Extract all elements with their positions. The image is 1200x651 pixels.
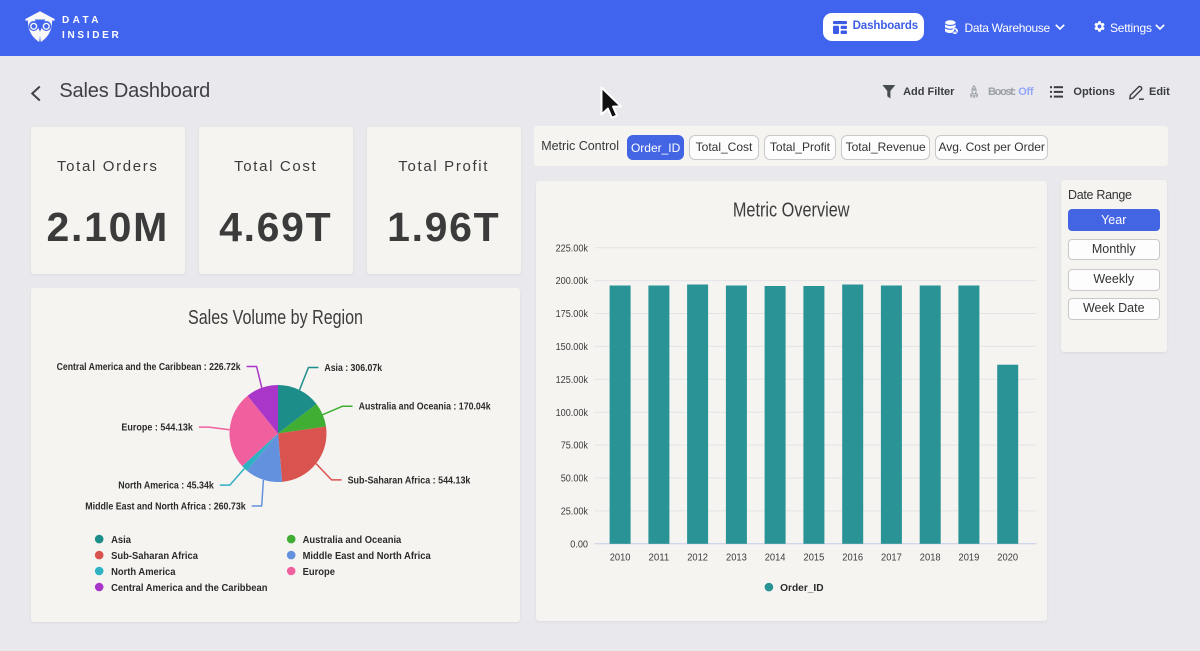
svg-text:Middle East and North Africa :: Middle East and North Africa : 260.73k — [85, 501, 246, 512]
svg-text:175.00k: 175.00k — [555, 309, 588, 320]
svg-text:Sales Volume by Region: Sales Volume by Region — [188, 307, 363, 329]
svg-text:2013: 2013 — [726, 552, 747, 563]
svg-text:Central America and the Caribb: Central America and the Caribbean — [111, 582, 267, 593]
svg-text:North America : 45.34k: North America : 45.34k — [118, 480, 214, 491]
svg-text:150.00k: 150.00k — [555, 342, 588, 353]
svg-text:Asia : 306.07k: Asia : 306.07k — [324, 363, 382, 374]
svg-text:2019: 2019 — [958, 552, 979, 563]
svg-text:North America: North America — [111, 566, 176, 577]
svg-text:2015: 2015 — [803, 552, 824, 563]
svg-text:Sub-Saharan Africa: Sub-Saharan Africa — [111, 550, 198, 561]
svg-text:2016: 2016 — [842, 552, 863, 563]
svg-text:0.00: 0.00 — [570, 539, 588, 550]
svg-text:25.00k: 25.00k — [560, 506, 588, 517]
svg-text:Australia and Oceania: Australia and Oceania — [303, 534, 402, 545]
svg-text:125.00k: 125.00k — [555, 374, 588, 385]
svg-text:Metric Overview: Metric Overview — [732, 199, 849, 221]
svg-text:2017: 2017 — [881, 552, 902, 563]
svg-text:Europe: Europe — [303, 566, 336, 577]
svg-text:Australia and Oceania : 170.04: Australia and Oceania : 170.04k — [359, 401, 491, 412]
svg-text:50.00k: 50.00k — [560, 473, 588, 484]
svg-text:2010: 2010 — [609, 552, 630, 563]
svg-text:2011: 2011 — [648, 552, 669, 563]
svg-text:Asia: Asia — [111, 534, 131, 545]
svg-text:2014: 2014 — [764, 552, 785, 563]
svg-text:2020: 2020 — [997, 552, 1018, 563]
svg-text:Central America and the Caribb: Central America and the Caribbean : 226.… — [57, 362, 241, 373]
svg-text:225.00k: 225.00k — [555, 243, 588, 254]
svg-text:100.00k: 100.00k — [555, 407, 588, 418]
svg-text:Sub-Saharan Africa : 544.13k: Sub-Saharan Africa : 544.13k — [348, 475, 471, 486]
svg-text:Europe : 544.13k: Europe : 544.13k — [121, 422, 193, 433]
svg-text:2012: 2012 — [687, 552, 708, 563]
svg-text:Middle East and North Africa: Middle East and North Africa — [303, 550, 431, 561]
svg-text:200.00k: 200.00k — [555, 276, 588, 287]
svg-text:2018: 2018 — [919, 552, 940, 563]
svg-text:75.00k: 75.00k — [560, 440, 588, 451]
svg-text:Order_ID: Order_ID — [780, 582, 824, 594]
